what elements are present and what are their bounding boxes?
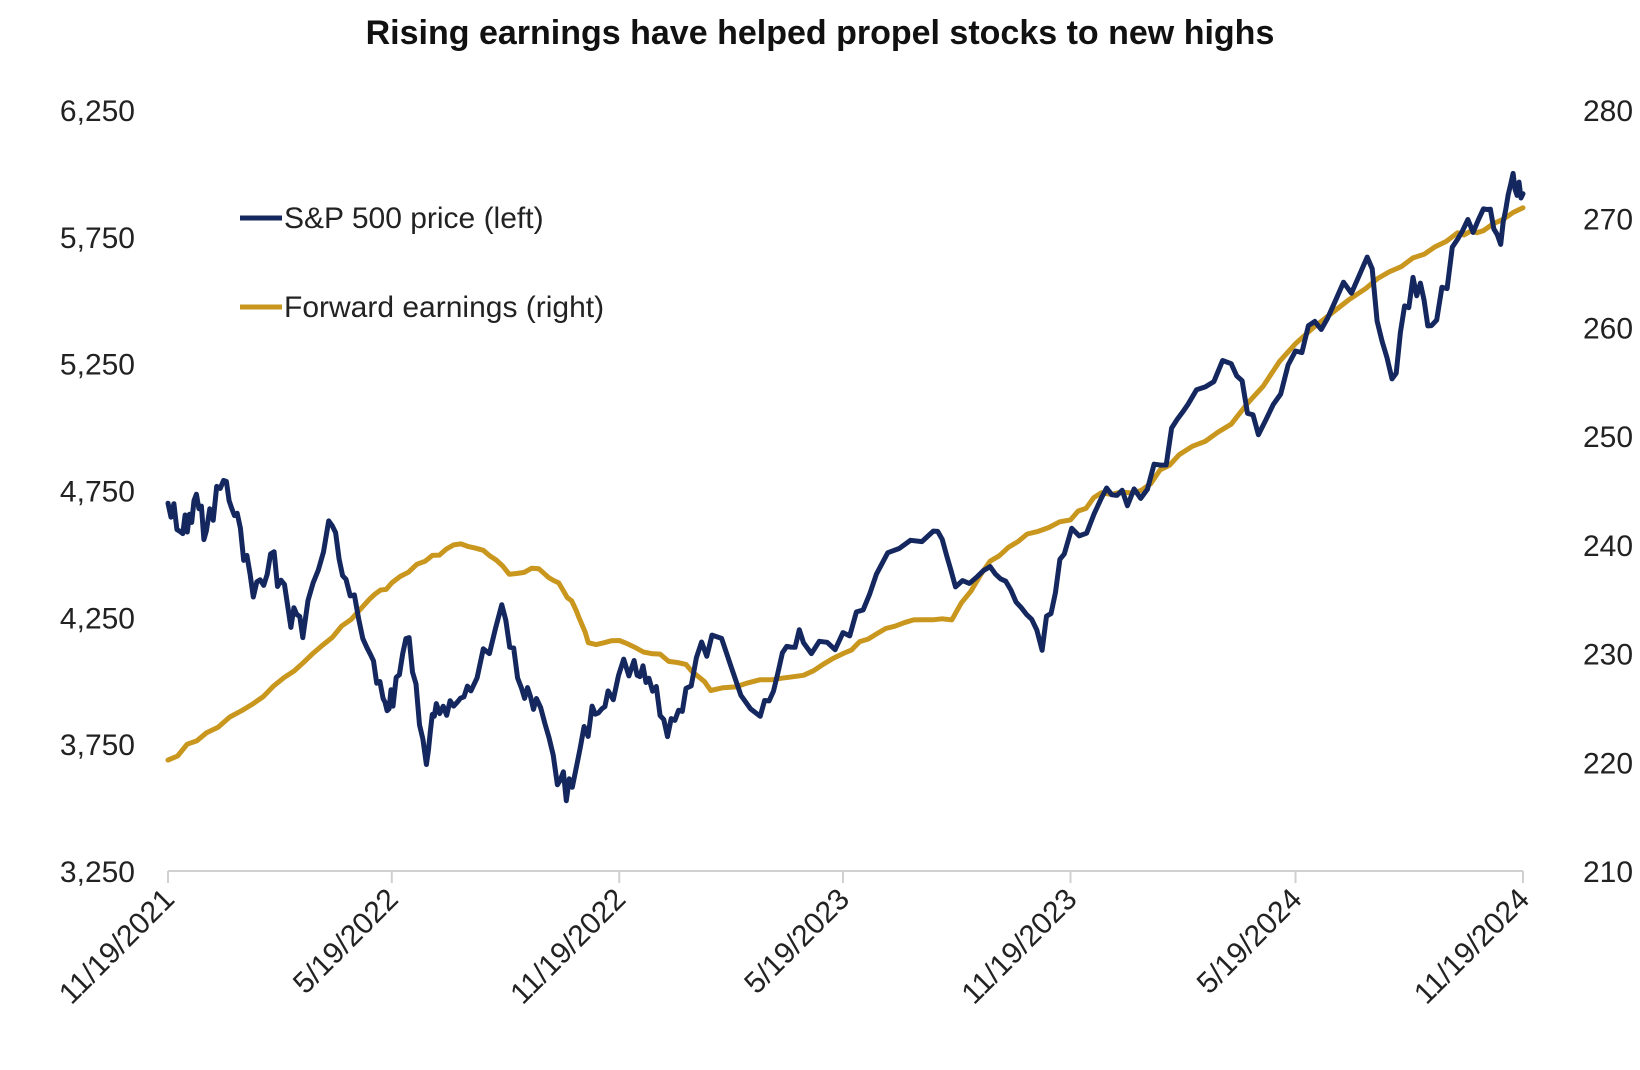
x-tick-label: 11/19/2021 — [53, 883, 181, 1011]
y-right-tick-label: 280 — [1583, 95, 1633, 128]
y-right-tick-label: 270 — [1583, 204, 1633, 237]
y-right-tick-label: 220 — [1583, 747, 1633, 780]
y-right-tick-label: 260 — [1583, 312, 1633, 345]
x-tick-label: 5/19/2024 — [1191, 883, 1309, 1001]
y-left-tick-label: 5,250 — [60, 349, 135, 382]
series-lines — [165, 170, 1526, 804]
x-tick-label: 5/19/2023 — [738, 883, 856, 1001]
y-left-tick-label: 6,250 — [60, 95, 135, 128]
legend-label: S&P 500 price (left) — [284, 202, 544, 235]
y-left-tick-label: 3,250 — [60, 856, 135, 889]
y-left-tick-label: 4,750 — [60, 476, 135, 509]
x-tick-label: 5/19/2022 — [287, 883, 405, 1001]
x-tick-label: 11/19/2022 — [504, 883, 632, 1011]
y-right-tick-label: 210 — [1583, 856, 1633, 889]
x-tick-label: 11/19/2024 — [1408, 883, 1536, 1011]
y-right-tick-label: 250 — [1583, 421, 1633, 454]
y-right-tick-label: 240 — [1583, 530, 1633, 563]
y-left-tick-label: 5,750 — [60, 222, 135, 255]
y-left-tick-label: 3,750 — [60, 729, 135, 762]
y-left-tick-label: 4,250 — [60, 602, 135, 635]
legend-label: Forward earnings (right) — [284, 291, 604, 324]
legend: S&P 500 price (left) Forward earnings (ri… — [240, 202, 604, 324]
y-right-tick-label: 230 — [1583, 639, 1633, 672]
x-tick-label: 11/19/2023 — [956, 883, 1084, 1011]
chart-title: Rising earnings have helped propel stock… — [365, 14, 1275, 52]
series-line-sp500-price — [165, 170, 1526, 804]
